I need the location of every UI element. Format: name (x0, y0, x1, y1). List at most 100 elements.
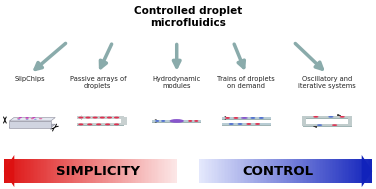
Bar (135, 159, 136, 183)
Bar (296, 159, 297, 183)
Ellipse shape (313, 116, 318, 118)
Bar (18, 159, 20, 183)
Ellipse shape (255, 123, 260, 125)
Bar (159, 159, 161, 183)
Bar (251, 159, 253, 183)
Bar (313, 159, 315, 183)
Bar (224, 159, 225, 183)
Bar (261, 159, 263, 183)
Bar (126, 159, 128, 183)
Ellipse shape (39, 118, 42, 119)
Bar (336, 159, 338, 183)
Ellipse shape (30, 118, 34, 119)
Bar (228, 159, 229, 183)
Bar (136, 159, 138, 183)
Bar (221, 159, 222, 183)
Bar (264, 159, 265, 183)
Bar (253, 159, 254, 183)
Bar (64, 159, 66, 183)
Bar (303, 116, 352, 119)
Bar (11, 159, 12, 183)
Ellipse shape (114, 117, 119, 119)
Bar (257, 159, 258, 183)
Bar (103, 159, 105, 183)
Bar (79, 159, 80, 183)
Polygon shape (9, 118, 55, 121)
Bar (232, 159, 234, 183)
Ellipse shape (17, 118, 20, 119)
Bar (121, 117, 127, 118)
Bar (355, 159, 356, 183)
Ellipse shape (238, 123, 243, 125)
Ellipse shape (246, 123, 251, 125)
Bar (248, 159, 250, 183)
Bar (312, 159, 313, 183)
Bar (115, 159, 116, 183)
Bar (308, 159, 309, 183)
Bar (348, 159, 349, 183)
Bar (348, 122, 352, 124)
Bar (8, 159, 9, 183)
Bar (121, 122, 127, 123)
Bar (35, 159, 37, 183)
Ellipse shape (317, 124, 322, 126)
Bar (154, 159, 155, 183)
Bar (86, 159, 87, 183)
Ellipse shape (96, 123, 102, 125)
Bar (125, 159, 126, 183)
Bar (61, 159, 63, 183)
Bar (222, 159, 224, 183)
Polygon shape (9, 121, 51, 128)
Bar (54, 159, 56, 183)
Bar (229, 159, 231, 183)
Bar (231, 159, 232, 183)
Ellipse shape (155, 120, 159, 122)
Bar (201, 159, 202, 183)
Bar (90, 159, 92, 183)
Bar (73, 159, 74, 183)
Bar (271, 159, 273, 183)
Bar (141, 159, 142, 183)
Bar (353, 159, 355, 183)
Bar (14, 159, 15, 183)
Bar (214, 159, 215, 183)
Bar (211, 159, 212, 183)
Bar (244, 159, 246, 183)
Bar (199, 159, 201, 183)
Bar (23, 159, 24, 183)
Bar (348, 123, 352, 125)
Bar (24, 159, 25, 183)
Bar (326, 159, 327, 183)
Bar (289, 159, 290, 183)
Bar (120, 159, 122, 183)
Bar (83, 159, 85, 183)
Bar (365, 159, 367, 183)
Bar (63, 159, 64, 183)
Bar (67, 159, 68, 183)
Bar (250, 159, 251, 183)
Text: SlipChips: SlipChips (15, 76, 45, 82)
Bar (302, 121, 306, 123)
Bar (118, 159, 119, 183)
Bar (152, 120, 201, 122)
Bar (17, 159, 18, 183)
Bar (265, 159, 267, 183)
Bar (68, 159, 70, 183)
Bar (42, 159, 44, 183)
Bar (329, 159, 331, 183)
Bar (331, 159, 332, 183)
Bar (44, 159, 45, 183)
Bar (70, 159, 71, 183)
Bar (156, 159, 158, 183)
Bar (348, 124, 352, 126)
Bar (142, 159, 144, 183)
Bar (27, 159, 28, 183)
Bar (343, 159, 345, 183)
Bar (95, 159, 96, 183)
Bar (202, 159, 204, 183)
Bar (152, 120, 201, 123)
Bar (294, 159, 296, 183)
Ellipse shape (32, 117, 35, 118)
Ellipse shape (87, 123, 92, 125)
Bar (112, 159, 113, 183)
